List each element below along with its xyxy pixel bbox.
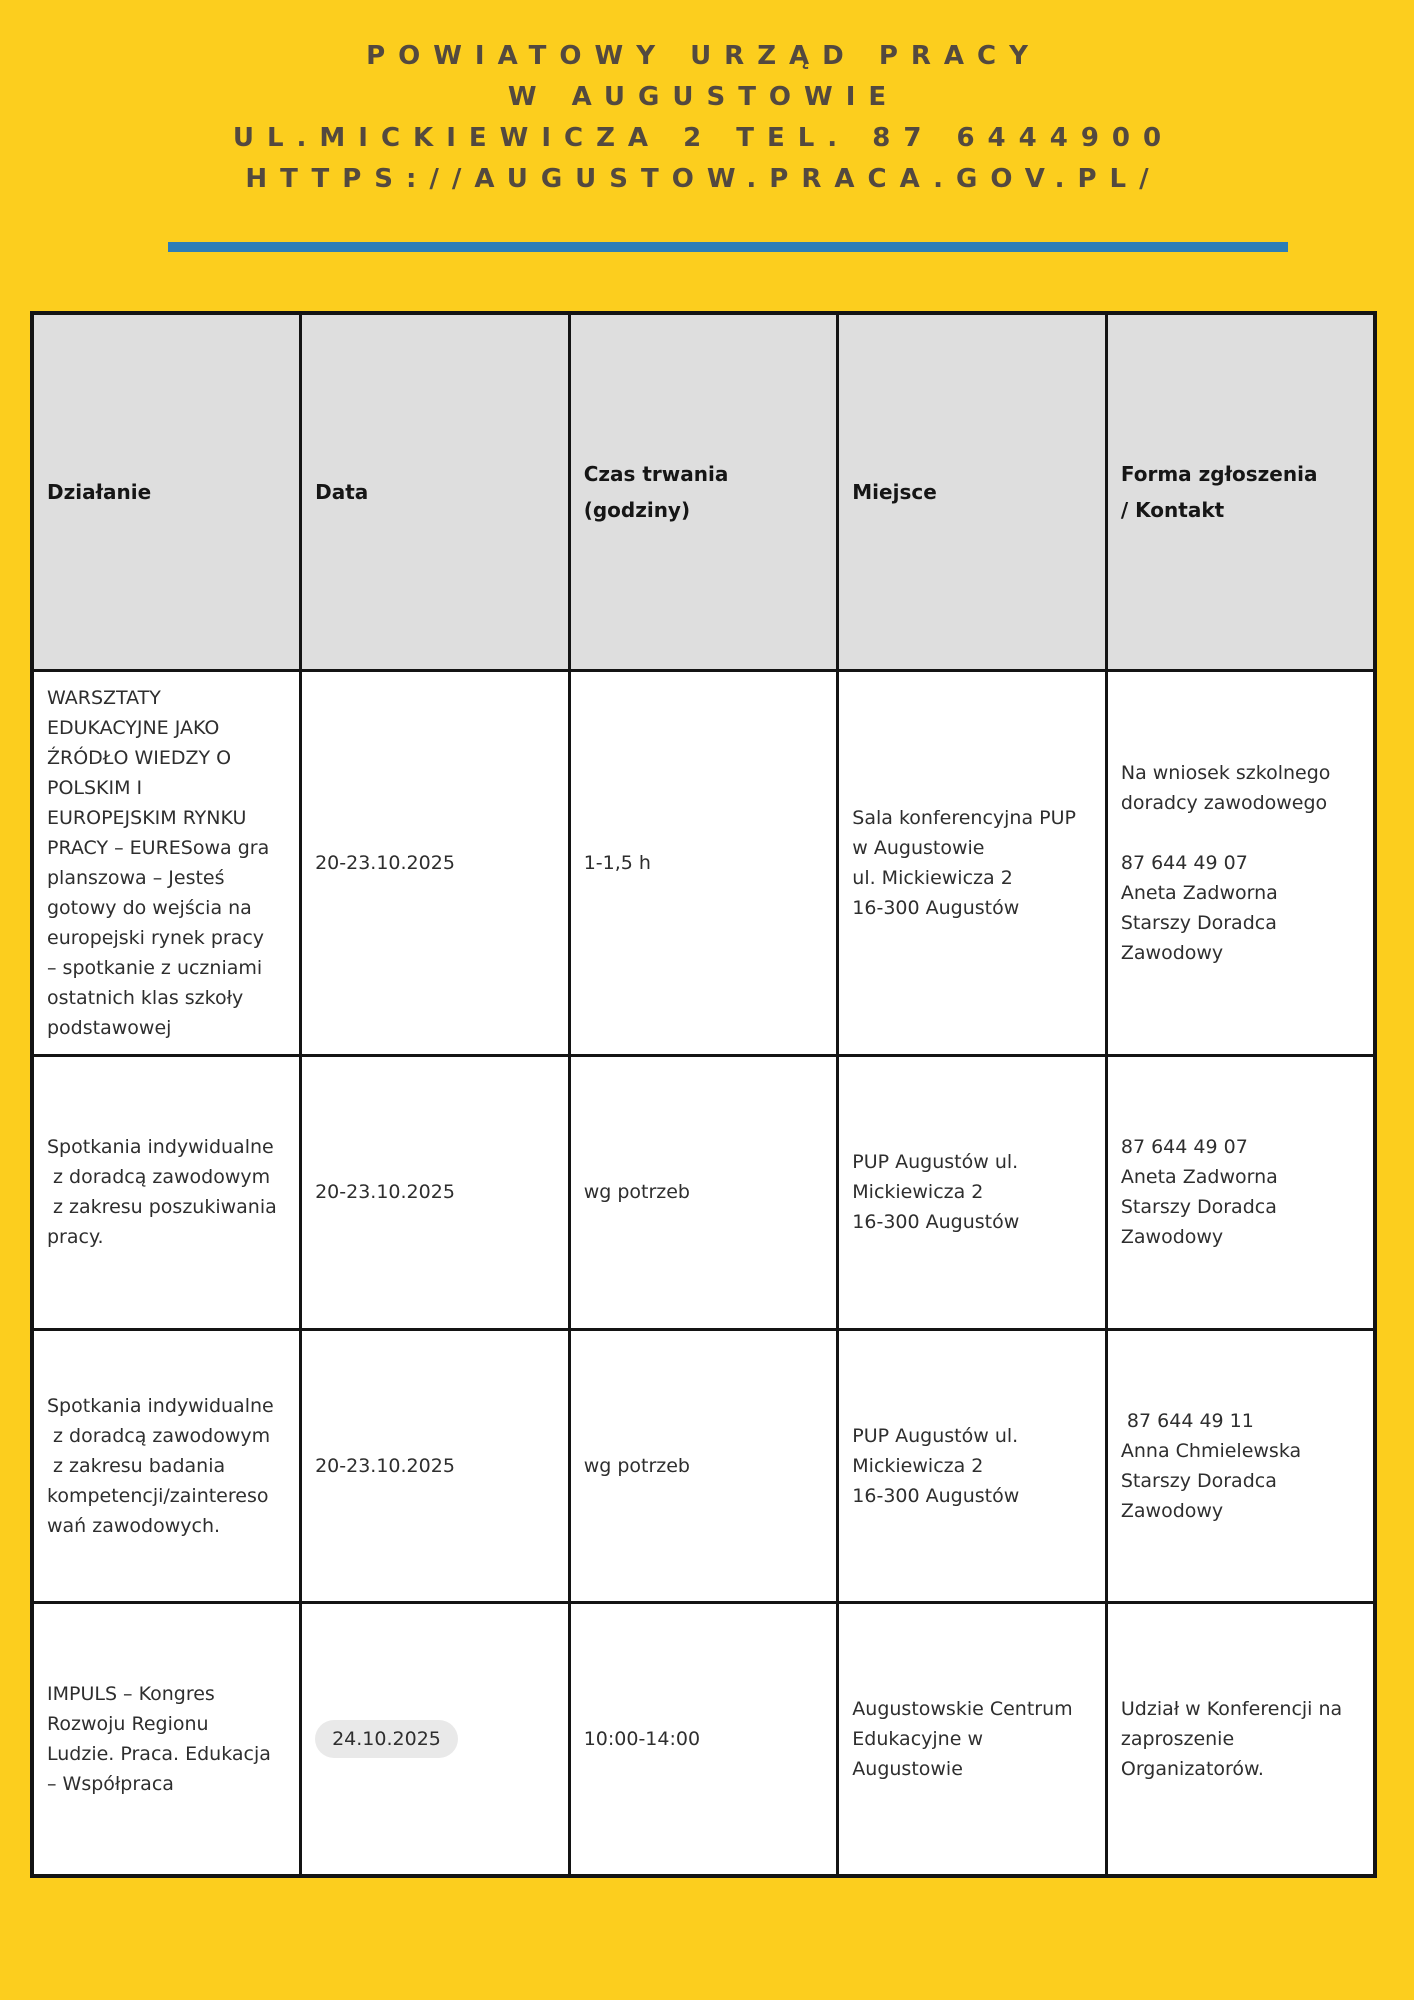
table-header-row: Działanie Data Czas trwania (godziny) Mi… (30, 311, 1377, 672)
cell-forma: Udział w Konferencji na zaproszenie Orga… (1104, 1600, 1377, 1878)
cell-czas: 1-1,5 h (567, 668, 840, 1057)
schedule-table: Działanie Data Czas trwania (godziny) Mi… (30, 311, 1377, 1878)
cell-forma: Na wniosek szkolnego doradcy zawodowego … (1104, 668, 1377, 1057)
header-line-address-phone: UL.MICKIEWICZA 2 TEL. 87 6444900 (232, 123, 1175, 153)
cell-forma: 87 644 49 11 Anna Chmielewska Starszy Do… (1104, 1327, 1377, 1604)
cell-czas: 10:00-14:00 (567, 1600, 840, 1878)
cell-miejsce: Augustowskie Centrum Edukacyjne w August… (836, 1600, 1108, 1878)
column-header-forma-zgloszenia: Forma zgłoszenia / Kontakt (1104, 311, 1377, 672)
cell-forma: 87 644 49 07 Aneta Zadworna Starszy Dora… (1104, 1053, 1377, 1331)
table-row-impuls-kongres: IMPULS – Kongres Rozwoju Regionu Ludzie.… (30, 1600, 1377, 1878)
table-row-spotkania-poszukiwanie: Spotkania indywidualne z doradcą zawodow… (30, 1053, 1377, 1331)
cell-data: 24.10.2025 (299, 1600, 571, 1878)
column-header-data: Data (299, 311, 571, 672)
column-header-czas-trwania: Czas trwania (godziny) (567, 311, 840, 672)
cell-miejsce: Sala konferencyjna PUP w Augustowie ul. … (836, 668, 1108, 1057)
cell-data: 20-23.10.2025 (299, 1327, 571, 1604)
date-pill: 24.10.2025 (315, 1719, 458, 1758)
cell-czas: wg potrzeb (567, 1327, 840, 1604)
header-line-org-name: POWIATOWY URZĄD PRACY (366, 41, 1041, 71)
accent-divider (168, 242, 1288, 252)
header-line-website: HTTPS://AUGUSTOW.PRACA.GOV.PL/ (245, 164, 1162, 194)
cell-data: 20-23.10.2025 (299, 1053, 571, 1331)
cell-dzialanie: WARSZTATY EDUKACYJNE JAKO ŹRÓDŁO WIEDZY … (30, 668, 303, 1057)
cell-dzialanie: Spotkania indywidualne z doradcą zawodow… (30, 1053, 303, 1331)
cell-dzialanie: IMPULS – Kongres Rozwoju Regionu Ludzie.… (30, 1600, 303, 1878)
page-header: POWIATOWY URZĄD PRACY W AUGUSTOWIE UL.MI… (30, 36, 1377, 200)
cell-czas: wg potrzeb (567, 1053, 840, 1331)
column-header-dzialanie: Działanie (30, 311, 303, 672)
cell-dzialanie: Spotkania indywidualne z doradcą zawodow… (30, 1327, 303, 1604)
column-header-miejsce: Miejsce (836, 311, 1108, 672)
cell-miejsce: PUP Augustów ul. Mickiewicza 2 16-300 Au… (836, 1053, 1108, 1331)
cell-miejsce: PUP Augustów ul. Mickiewicza 2 16-300 Au… (836, 1327, 1108, 1604)
header-line-city: W AUGUSTOWIE (507, 82, 900, 112)
cell-data: 20-23.10.2025 (299, 668, 571, 1057)
table-row-warsztaty: WARSZTATY EDUKACYJNE JAKO ŹRÓDŁO WIEDZY … (30, 668, 1377, 1057)
table-row-spotkania-badanie: Spotkania indywidualne z doradcą zawodow… (30, 1327, 1377, 1604)
